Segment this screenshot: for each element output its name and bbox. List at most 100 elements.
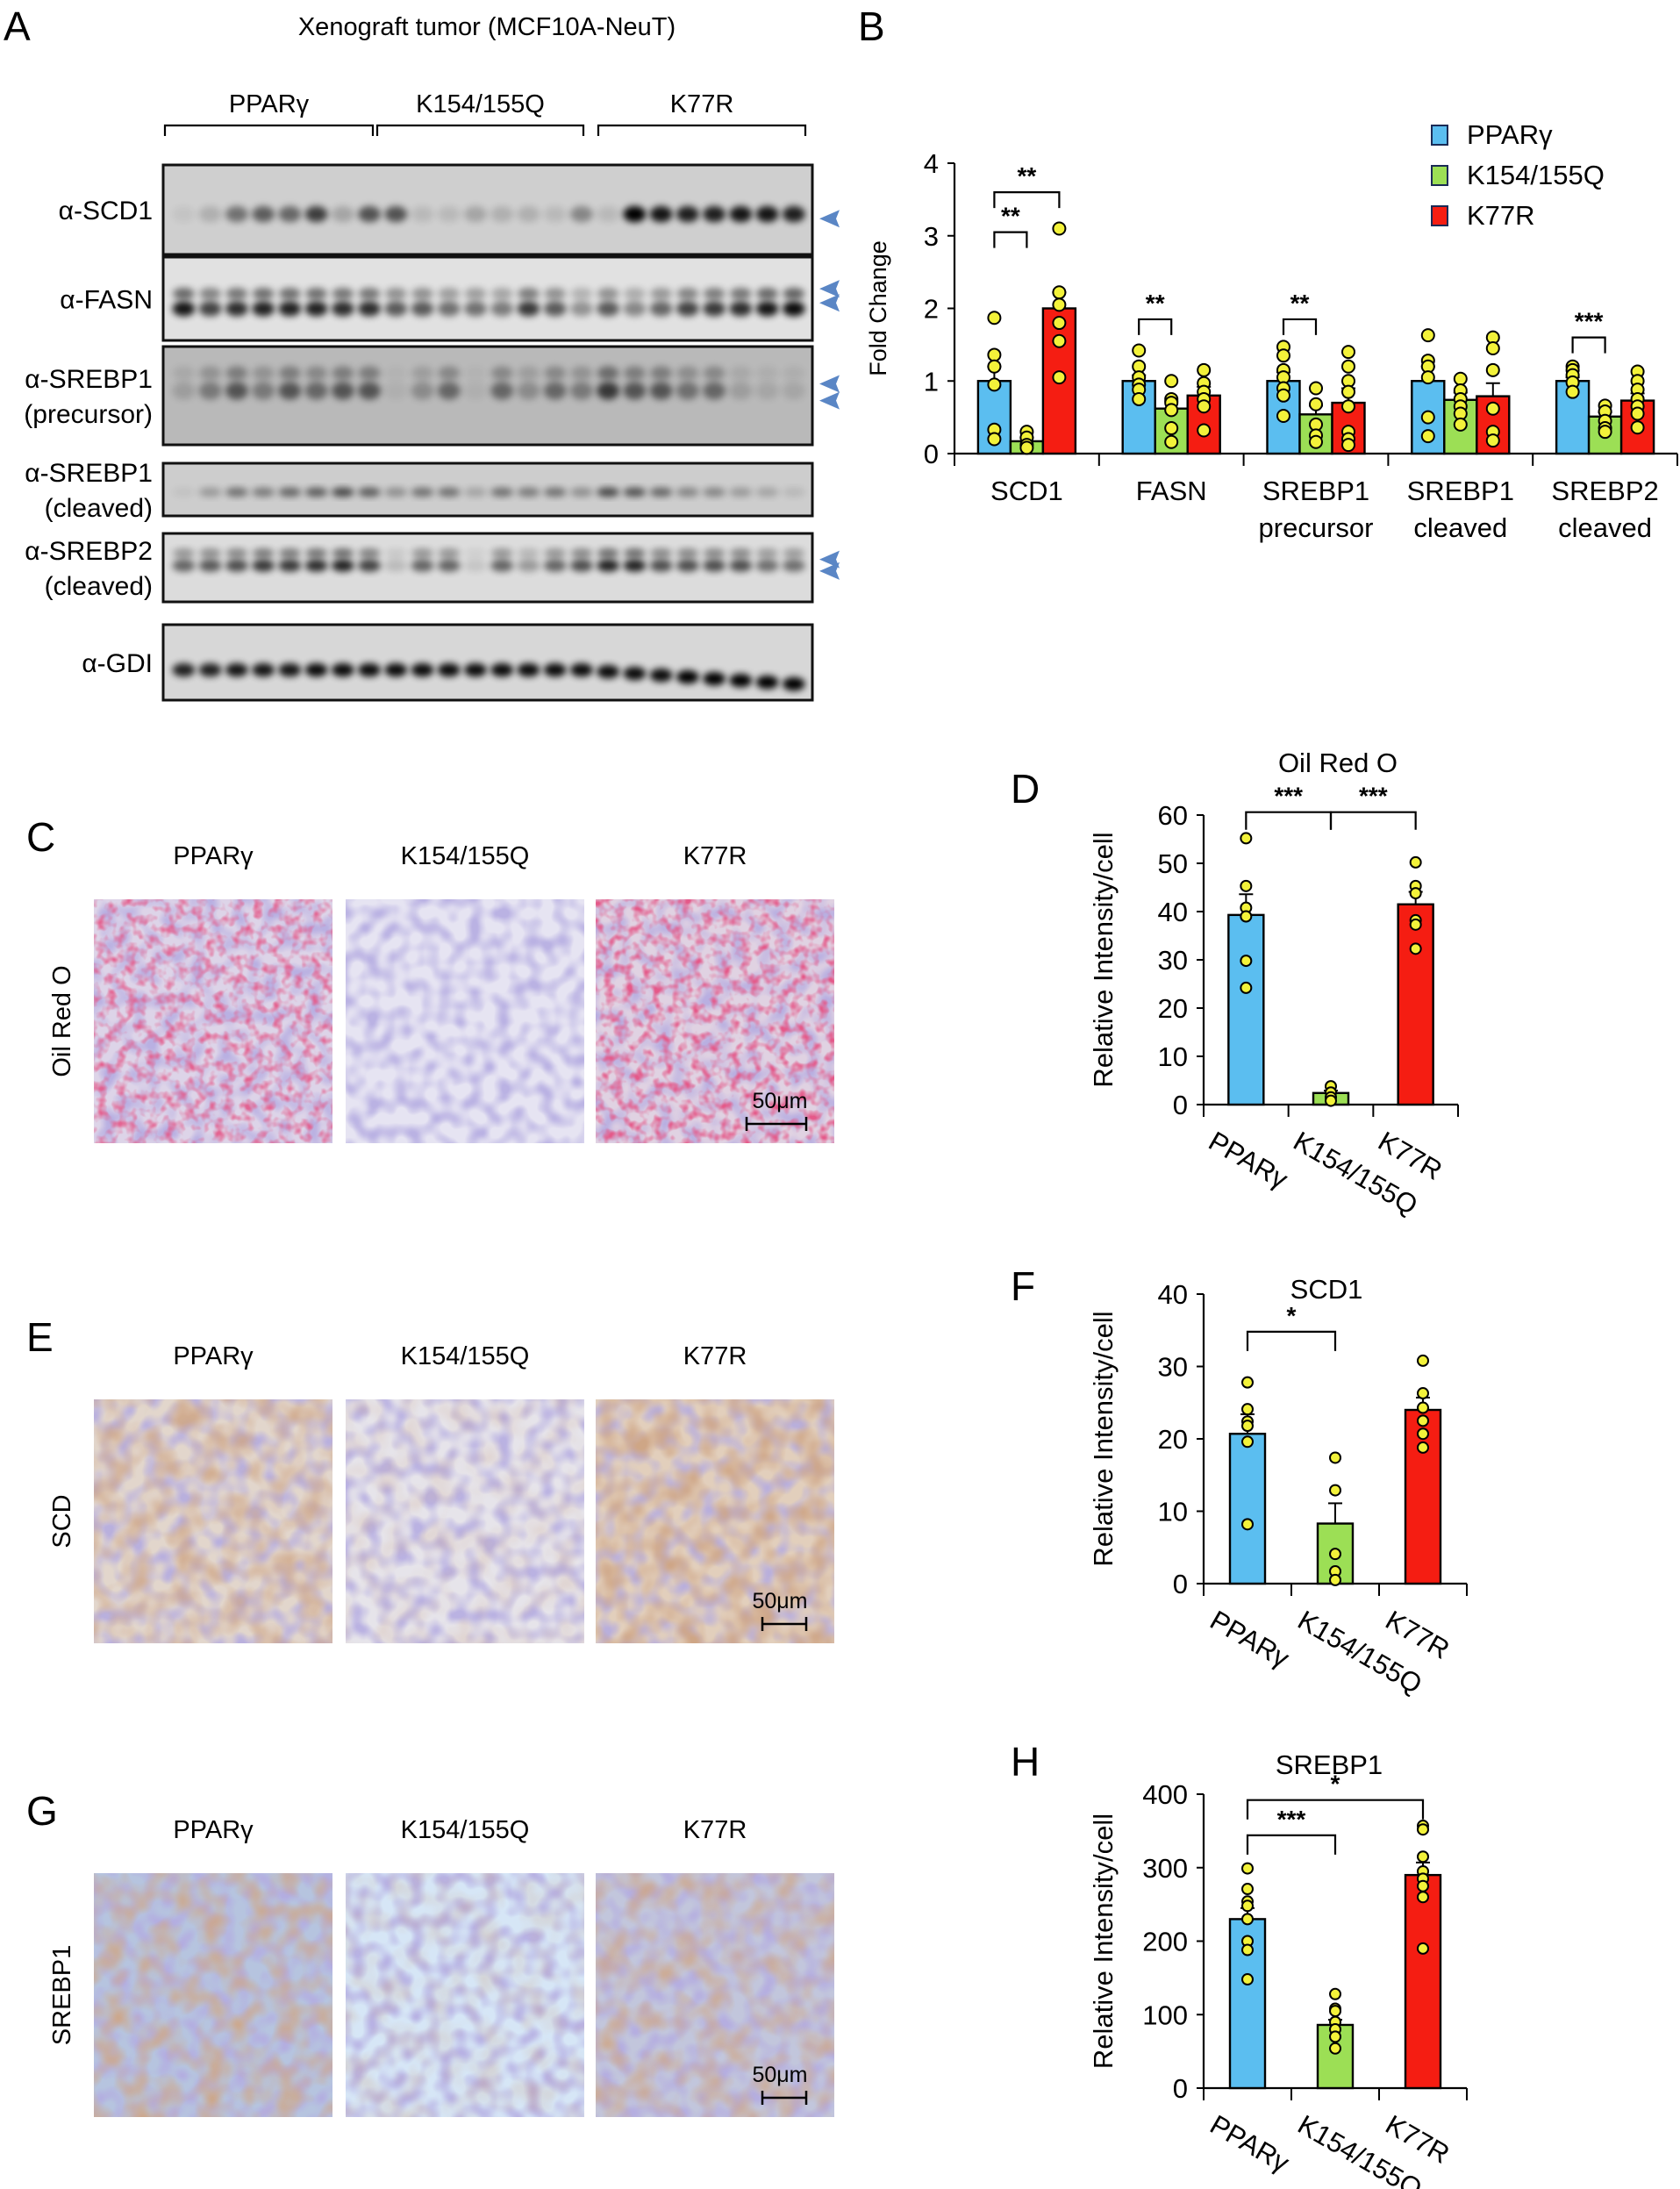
- blot-band: [198, 382, 222, 400]
- blot-band: [411, 487, 434, 497]
- band-arrow-icon: [819, 391, 840, 410]
- blot-band: [278, 487, 302, 497]
- significance-stars: **: [1018, 162, 1037, 190]
- data-point: [1241, 1899, 1254, 1913]
- blot-band: [225, 487, 248, 497]
- blot-band: [597, 487, 620, 497]
- data-point: [1329, 1573, 1341, 1586]
- blot-band: [623, 666, 647, 681]
- y-tick-label: 0: [1173, 2073, 1188, 2104]
- blot-band: [438, 548, 461, 559]
- blot-band: [490, 559, 514, 572]
- blot-band: [782, 205, 805, 223]
- blot-band: [517, 559, 540, 572]
- chart-b: 0 1 2 3 4 Fold Change SCD1 FASN SREBP1 precursor S…: [865, 148, 1678, 543]
- blot-group-label: K154/155Q: [416, 90, 545, 118]
- blot-band: [518, 548, 540, 559]
- blot-band: [172, 382, 196, 400]
- bar: [1404, 1873, 1442, 2090]
- data-point: [1417, 1401, 1429, 1414]
- data-point: [1409, 887, 1422, 900]
- blot-antibody-label: (cleaved): [45, 494, 153, 523]
- data-point: [1019, 440, 1034, 455]
- data-point: [1329, 2005, 1341, 2018]
- blot-band: [597, 548, 619, 559]
- blot-strip-srebp1: α-SREBP1 (cleaved): [25, 459, 814, 523]
- chart-legend: PPARγ K154/155Q K77R: [1431, 119, 1605, 231]
- blot-band: [358, 487, 381, 497]
- blot-band: [570, 366, 593, 381]
- blot-band: [597, 301, 620, 317]
- data-point: [1329, 1451, 1341, 1464]
- blot-band: [331, 382, 354, 400]
- blot-band: [729, 301, 753, 317]
- significance-stars: ***: [1575, 308, 1604, 335]
- data-point: [1309, 434, 1323, 449]
- blot-band: [198, 487, 222, 497]
- data-point: [1276, 348, 1290, 363]
- chart-title: SREBP1: [1276, 1749, 1383, 1780]
- histology-image: [346, 1399, 584, 1643]
- blot-band: [172, 205, 196, 223]
- significance-bracket: [1246, 1330, 1337, 1351]
- data-point: [1276, 388, 1290, 403]
- blot-band: [225, 662, 248, 677]
- blot-band: [411, 548, 433, 559]
- blot-band: [703, 487, 726, 497]
- blot-band: [437, 559, 461, 572]
- significance-bracket: [1245, 811, 1333, 830]
- histology-column-label: PPARγ: [173, 1816, 254, 1844]
- significance-stars: *: [1287, 1302, 1297, 1329]
- blot-band: [464, 662, 487, 677]
- blot-band: [755, 487, 779, 497]
- bar: [1397, 903, 1434, 1106]
- data-point: [1409, 942, 1422, 955]
- blot-band: [755, 301, 779, 317]
- blot-band: [569, 205, 593, 223]
- data-point: [1417, 1879, 1429, 1892]
- panel-a-western-blot: A Xenograft tumor (MCF10A-NeuT) PPARγ K15…: [4, 4, 840, 702]
- significance-stars: *: [1331, 1771, 1340, 1798]
- blot-band: [569, 382, 593, 400]
- data-point: [1417, 1942, 1429, 1955]
- blot-band: [755, 675, 779, 690]
- data-point: [1417, 1891, 1429, 1904]
- blot-band: [305, 288, 327, 300]
- data-point: [1309, 397, 1323, 411]
- blot-band: [517, 662, 540, 677]
- y-tick-label: 1: [924, 366, 939, 397]
- data-point: [1132, 343, 1147, 358]
- data-point: [1598, 425, 1612, 440]
- data-point: [1241, 1435, 1254, 1449]
- blot-band: [676, 487, 699, 497]
- histology-column-label: K154/155Q: [401, 1342, 530, 1370]
- histology-image: [346, 899, 584, 1143]
- blot-group-label: K77R: [670, 90, 734, 118]
- y-tick-label: 20: [1158, 993, 1188, 1024]
- blot-band: [225, 366, 248, 381]
- blot-band: [464, 301, 487, 317]
- blot-band: [172, 487, 196, 497]
- blot-group-label: PPARγ: [229, 90, 310, 118]
- blot-band: [252, 301, 275, 317]
- data-point: [1164, 434, 1179, 449]
- data-point: [1164, 374, 1179, 389]
- y-tick-label: 10: [1158, 1041, 1188, 1072]
- blot-band: [543, 301, 567, 317]
- y-tick-label: 30: [1158, 1352, 1188, 1383]
- x-tick-label: PPARγ: [1205, 1605, 1295, 1674]
- panel-letter-f: F: [1011, 1263, 1035, 1309]
- blot-band: [384, 382, 408, 400]
- data-point: [1409, 918, 1422, 931]
- blot-band: [437, 382, 461, 400]
- blot-band: [783, 288, 805, 300]
- blot-band: [304, 559, 328, 572]
- data-point: [1417, 1823, 1429, 1836]
- significance-stars: ***: [1277, 1806, 1306, 1833]
- blot-band: [411, 205, 434, 223]
- significance-bracket: [1571, 336, 1606, 354]
- blot-band: [703, 382, 726, 400]
- blot-band: [569, 487, 593, 497]
- data-point: [1417, 1441, 1429, 1454]
- y-tick-label: 40: [1158, 1279, 1188, 1310]
